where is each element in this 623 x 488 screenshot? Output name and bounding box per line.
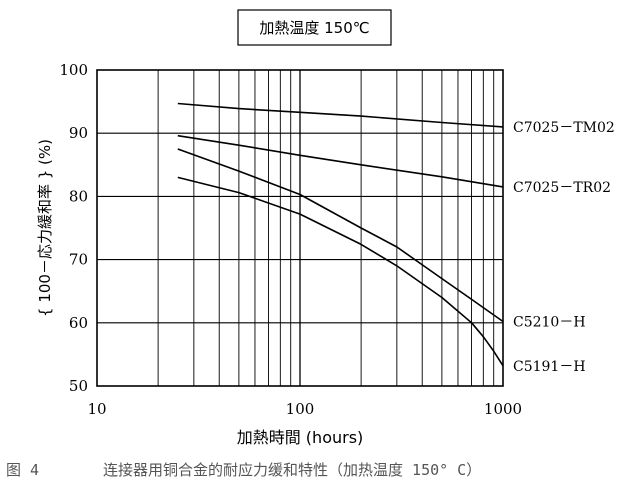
chart-title-box xyxy=(237,9,392,46)
y-tick-label: 50 xyxy=(69,377,88,395)
series-lines xyxy=(177,102,504,367)
chart-title: 加熱温度 150℃ xyxy=(259,19,369,37)
series-line-c7025-tm02 xyxy=(177,102,504,128)
x-tick-label: 10 xyxy=(87,400,106,418)
y-tick-label: 70 xyxy=(69,251,88,269)
series-label: C5210－H xyxy=(513,315,586,331)
series-label: C7025－TR02 xyxy=(513,180,611,196)
x-tick-label: 1000 xyxy=(484,400,522,418)
y-tick-label: 80 xyxy=(69,187,88,205)
axis-ticks: 50 60 70 80 90 100 10 100 1000 xyxy=(59,61,522,418)
series-line-c5191-h xyxy=(177,176,504,367)
series-labels: C7025－TM02 C7025－TR02 C5210－H C5191－H xyxy=(513,120,615,375)
y-tick-label: 60 xyxy=(69,314,88,332)
series-line-c5210-h xyxy=(177,148,504,323)
plot-frame xyxy=(96,69,504,387)
y-axis-label: { 100－応力緩和率 } (%) xyxy=(36,139,54,317)
grid-lines xyxy=(97,70,503,386)
y-tick-label: 100 xyxy=(59,61,88,79)
series-label: C5191－H xyxy=(513,359,586,375)
figure-caption: 连接器用铜合金的耐应力缓和特性（加热温度 150° C） xyxy=(103,461,481,479)
y-tick-label: 90 xyxy=(69,124,88,142)
series-line-c7025-tr02 xyxy=(177,134,504,188)
x-tick-label: 100 xyxy=(286,400,315,418)
figure-number: 图 4 xyxy=(6,461,39,479)
series-label: C7025－TM02 xyxy=(513,120,615,136)
x-axis-label: 加熱時間 (hours) xyxy=(237,428,364,447)
